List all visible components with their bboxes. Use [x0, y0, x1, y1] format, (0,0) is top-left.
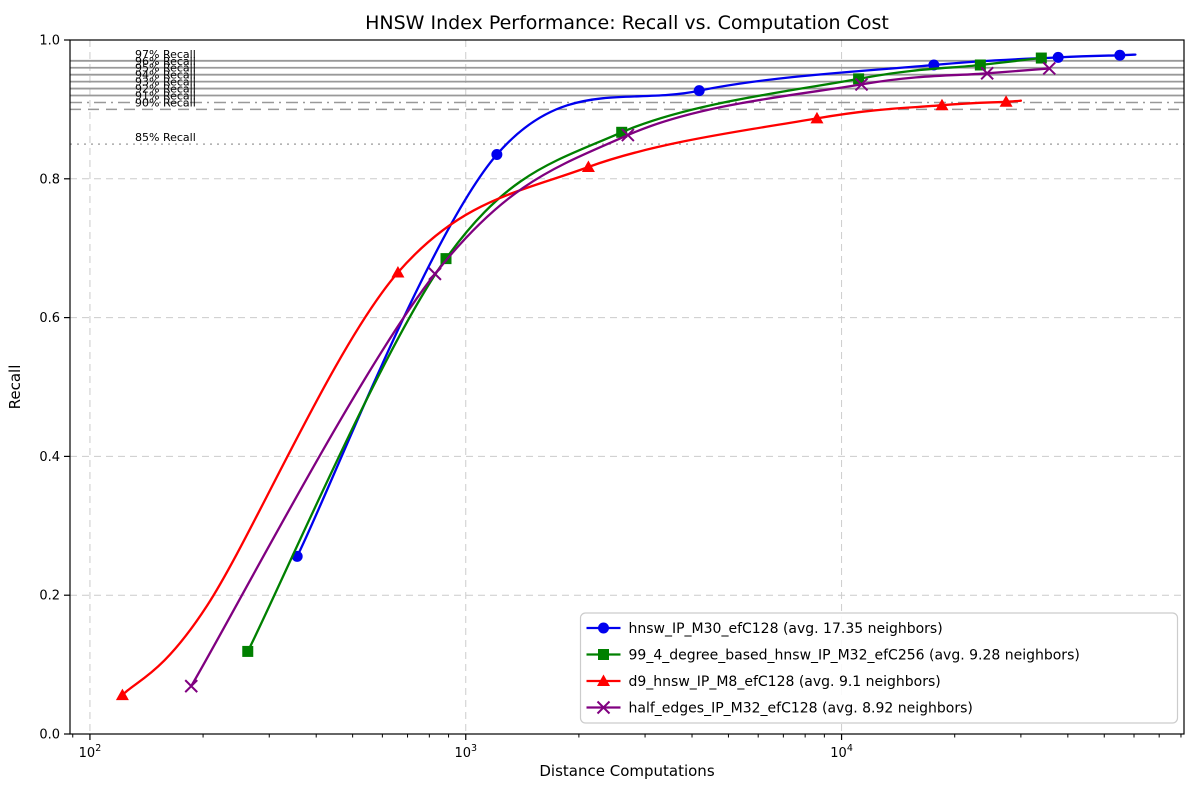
reference-line-label: 90% Recall — [135, 96, 196, 109]
marker-circle — [693, 85, 705, 97]
legend-item-3: half_edges_IP_M32_efC128 (avg. 8.92 neig… — [586, 700, 973, 717]
marker-triangle — [810, 111, 824, 124]
legend-item-1: 99_4_degree_based_hnsw_IP_M32_efC256 (av… — [586, 648, 1080, 664]
x-tick-label: 102 — [79, 743, 102, 761]
y-tick-label: 1.0 — [39, 34, 60, 49]
y-tick-label: 0.4 — [39, 450, 60, 465]
marker-circle — [491, 149, 503, 161]
legend-label: d9_hnsw_IP_M8_efC128 (avg. 9.1 neighbors… — [629, 674, 941, 690]
series-3 — [184, 61, 1056, 693]
legend-label: half_edges_IP_M32_efC128 (avg. 8.92 neig… — [629, 701, 973, 717]
y-tick-label: 0.6 — [39, 311, 60, 326]
marker-x — [854, 77, 869, 92]
legend: hnsw_IP_M30_efC128 (avg. 17.35 neighbors… — [579, 612, 1179, 724]
marker-x — [596, 700, 611, 715]
reference-line-label: 96% Recall — [135, 55, 196, 68]
y-axis-label: Recall — [6, 365, 24, 410]
marker-triangle — [581, 160, 595, 173]
marker-square — [242, 645, 254, 657]
series-1 — [242, 52, 1047, 657]
reference-line-label: 93% Recall — [135, 76, 196, 89]
marker-x — [1042, 61, 1056, 76]
marker-square — [853, 73, 865, 85]
series-2 — [115, 95, 1023, 701]
axis-ticks: 0.0 0.2 0.4 0.6 0.8 1.0 102 103 104 — [39, 34, 1182, 761]
legend-box — [579, 612, 1179, 724]
series-line-2 — [121, 99, 1023, 697]
reference-line-label: 92% Recall — [135, 83, 196, 96]
x-tick-label: 103 — [454, 743, 477, 761]
y-tick-label: 0.8 — [39, 172, 60, 187]
reference-line-label: 91% Recall — [135, 89, 196, 102]
y-tick-label: 0.2 — [39, 589, 60, 604]
marker-x — [980, 66, 994, 81]
marker-square — [974, 59, 986, 71]
series-0 — [291, 49, 1137, 562]
marker-x — [621, 128, 635, 142]
reference-line-label: 85% Recall — [135, 131, 196, 144]
reference-line-label: 97% Recall — [135, 48, 196, 61]
axes-spines — [69, 39, 1185, 735]
marker-circle — [1114, 49, 1126, 61]
series-line-3 — [190, 67, 1051, 688]
legend-item-2: d9_hnsw_IP_M8_efC128 (avg. 9.1 neighbors… — [586, 674, 941, 690]
reference-line-label: 94% Recall — [135, 69, 196, 82]
marker-x — [428, 267, 442, 281]
x-axis-label: Distance Computations — [539, 762, 714, 780]
y-tick-label: 0.0 — [39, 728, 60, 743]
marker-circle — [598, 622, 609, 634]
marker-circle — [1052, 51, 1064, 63]
marker-square — [1035, 52, 1047, 64]
series-curves — [115, 49, 1137, 701]
marker-triangle — [391, 265, 405, 278]
legend-item-0: hnsw_IP_M30_efC128 (avg. 17.35 neighbors… — [586, 621, 943, 637]
chart-title: HNSW Index Performance: Recall vs. Compu… — [365, 12, 889, 34]
x-tick-label: 104 — [830, 743, 853, 761]
legend-label: hnsw_IP_M30_efC128 (avg. 17.35 neighbors… — [629, 621, 943, 637]
marker-triangle — [115, 688, 129, 701]
marker-square — [598, 649, 609, 660]
marker-triangle — [935, 98, 949, 111]
marker-triangle — [597, 674, 610, 686]
marker-triangle — [999, 95, 1013, 107]
reference-line-label: 95% Recall — [135, 62, 196, 75]
reference-lines — [70, 59, 1184, 145]
legend-label: 99_4_degree_based_hnsw_IP_M32_efC256 (av… — [629, 648, 1080, 664]
series-line-1 — [246, 56, 1043, 653]
marker-x — [184, 679, 198, 693]
series-line-0 — [296, 53, 1137, 558]
plot-border — [69, 39, 1185, 735]
marker-square — [616, 126, 628, 138]
